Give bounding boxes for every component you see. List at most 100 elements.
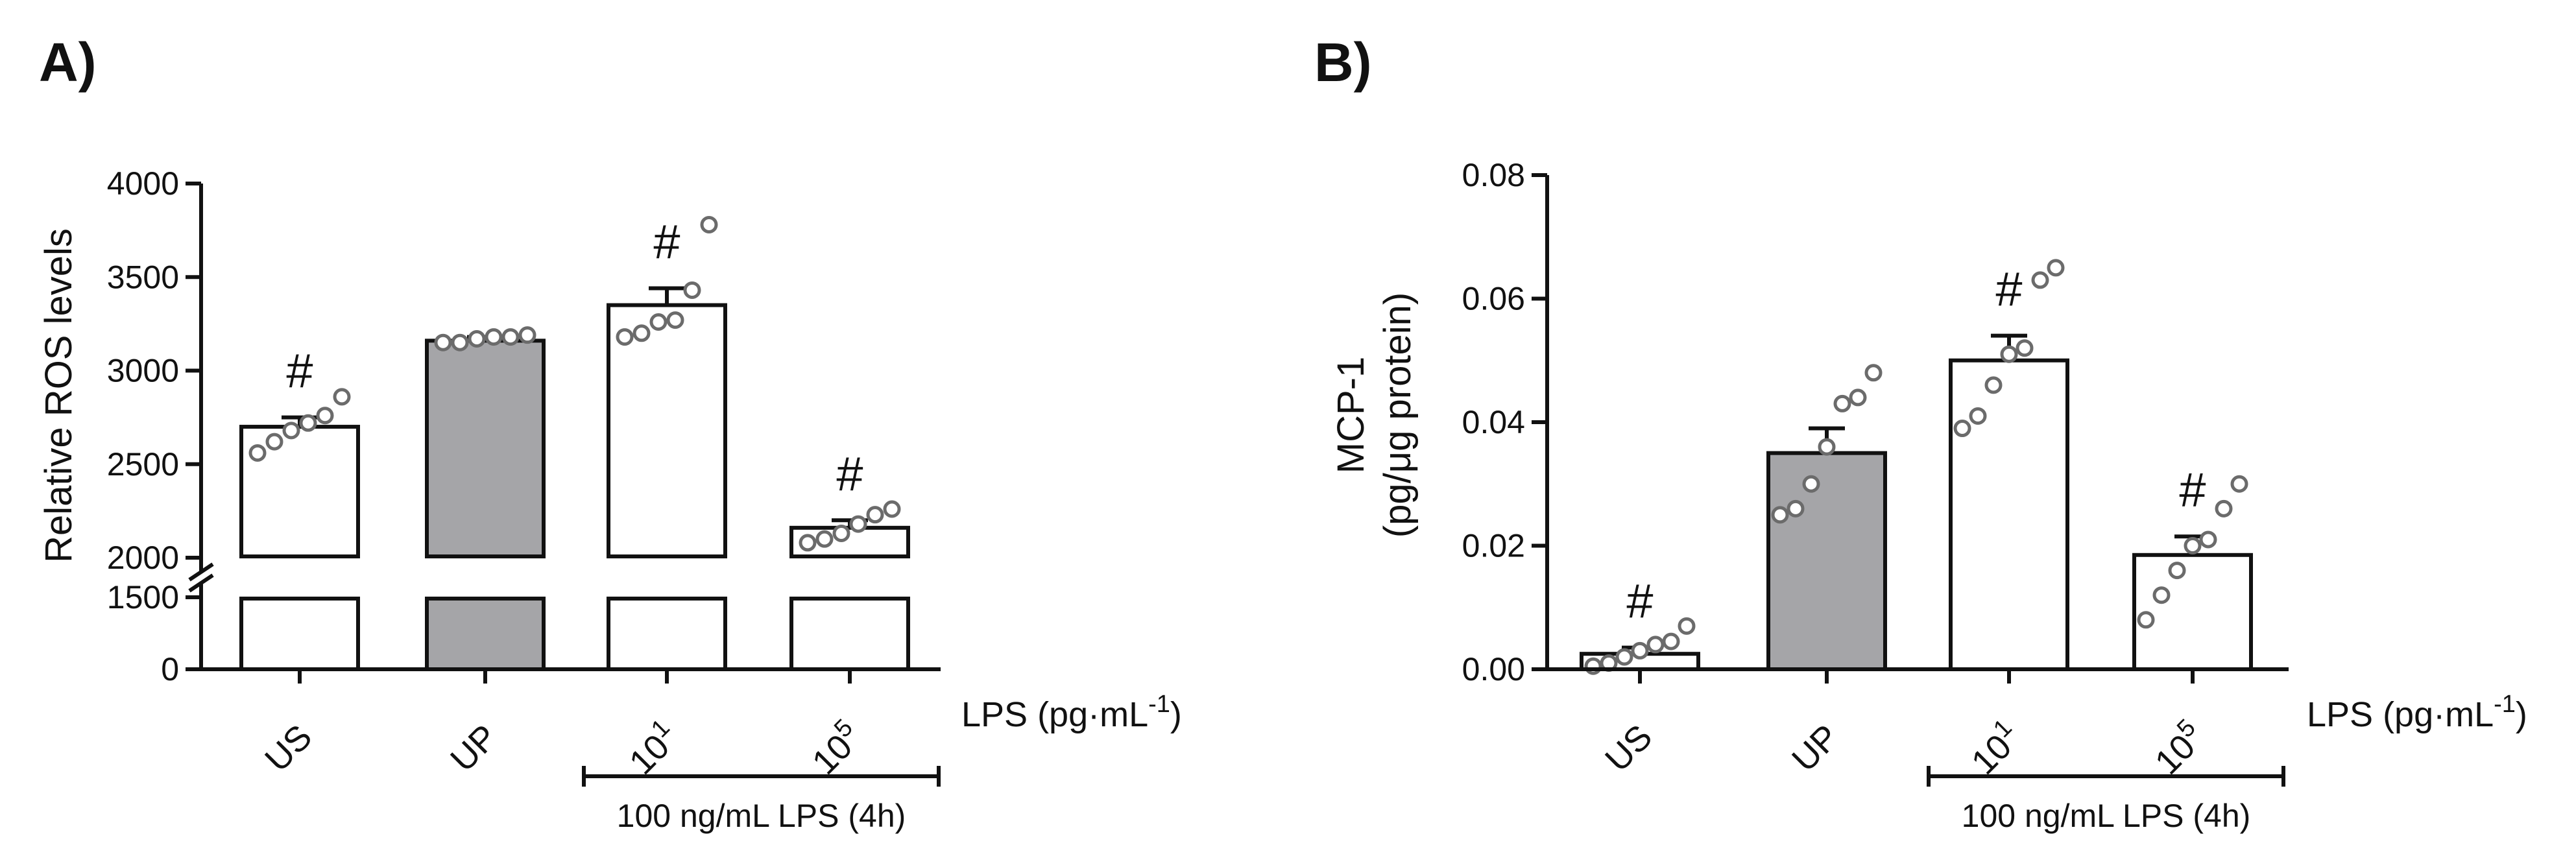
data-point <box>2199 530 2217 549</box>
panel-b-mcp1-chart: B) 0.00 0.02 0.04 0.06 0.08 MCP-1 (pg/μg protei… <box>1314 32 2527 834</box>
data-point <box>700 215 718 233</box>
data-point <box>299 414 317 432</box>
significance-marker: # <box>653 215 680 269</box>
data-point <box>1678 617 1696 635</box>
data-point <box>1771 506 1789 524</box>
significance-marker: # <box>1626 575 1653 628</box>
x-unit-close: ) <box>1170 695 1182 734</box>
bar <box>1766 451 1887 671</box>
x-axis: US UP 101 105 <box>201 667 941 782</box>
data-point <box>1849 388 1867 407</box>
axis-break-mark <box>188 573 214 593</box>
x-unit-label: LPS (pg·mL-1) <box>2307 691 2527 734</box>
bar <box>1949 358 2069 671</box>
data-point <box>265 433 283 451</box>
data-point <box>1646 636 1665 654</box>
data-point <box>666 311 684 329</box>
axis-break-mark <box>188 562 214 582</box>
data-point <box>451 333 469 351</box>
bracket-label: 100 ng/mL LPS (4h) <box>617 798 906 834</box>
y-axis: 0.00 0.02 0.04 0.06 0.08 <box>1462 157 1549 687</box>
y-axis-title: Relative ROS levels <box>38 228 80 563</box>
category-base: UP <box>443 717 505 779</box>
data-point <box>1615 648 1633 666</box>
data-point <box>1802 475 1820 493</box>
panel-label: B) <box>1314 32 1372 93</box>
data-point <box>2047 259 2065 277</box>
y-tick-label: 0.08 <box>1462 157 1525 193</box>
data-point <box>1969 407 1987 425</box>
bracket-label: 100 ng/mL LPS (4h) <box>1962 798 2251 834</box>
y-axis-title-line1: MCP-1 <box>1330 357 1372 473</box>
bar <box>425 339 546 559</box>
data-point <box>2168 562 2186 580</box>
x-unit-exponent: -1 <box>2494 691 2516 718</box>
x-unit-text: LPS (pg·mL <box>2307 695 2494 734</box>
x-category-label: 101 <box>619 714 687 782</box>
x-category-label: US <box>258 717 319 779</box>
data-point <box>866 506 884 524</box>
y-tick-label: 0.06 <box>1462 281 1525 317</box>
y-tick-label: 1500 <box>107 579 179 615</box>
bar-lower-segment <box>425 597 546 671</box>
data-point <box>815 530 834 548</box>
data-point <box>1984 376 2003 394</box>
bar <box>2132 553 2253 671</box>
y-tick-label: 0.02 <box>1462 528 1525 564</box>
data-point <box>1631 641 1649 660</box>
data-point <box>518 326 536 344</box>
data-point <box>2184 537 2202 554</box>
y-tick-label: 3000 <box>107 353 179 389</box>
data-point <box>1818 438 1836 456</box>
significance-marker: # <box>286 344 313 398</box>
data-point <box>434 333 452 351</box>
x-category-label: 101 <box>1961 714 2029 782</box>
data-point <box>649 313 668 331</box>
data-point <box>1787 499 1805 518</box>
panel-label: A) <box>39 32 97 93</box>
data-point <box>1833 394 1851 412</box>
x-category-label: UP <box>1785 717 1846 779</box>
treatment-bracket: 100 ng/mL LPS (4h) <box>1927 766 2285 834</box>
data-point <box>799 534 817 552</box>
data-point <box>2152 586 2171 604</box>
data-point <box>2230 475 2248 493</box>
data-point <box>2031 271 2049 289</box>
data-point <box>333 388 351 406</box>
y-axis-title-line2: (pg/μg protein) <box>1377 292 1419 538</box>
data-point <box>883 500 901 518</box>
y-tick-label: 2500 <box>107 446 179 482</box>
data-point <box>2000 345 2018 363</box>
x-unit-label: LPS (pg·mL-1) <box>961 691 1182 734</box>
data-point <box>832 524 850 542</box>
data-point <box>2016 339 2034 357</box>
y-tick-label: 2000 <box>107 540 179 576</box>
x-axis: US UP 101 105 <box>1547 667 2289 782</box>
bar-lower-segment <box>239 597 360 671</box>
data-point <box>849 515 867 533</box>
x-unit-close: ) <box>2516 695 2527 734</box>
data-point <box>501 328 520 346</box>
category-base: US <box>1598 717 1659 779</box>
data-point <box>1662 632 1680 650</box>
x-category-label: 105 <box>2145 714 2213 782</box>
x-category-label: 105 <box>802 714 870 782</box>
bar-lower-segment <box>789 597 910 671</box>
data-point <box>683 281 701 299</box>
data-point <box>485 328 503 346</box>
data-point <box>316 407 334 425</box>
data-point <box>468 329 486 348</box>
category-base: UP <box>1785 717 1846 779</box>
bars: # # # <box>1580 259 2253 675</box>
x-unit-text: LPS (pg·mL <box>961 695 1148 734</box>
y-tick-label: 3500 <box>107 259 179 295</box>
significance-marker: # <box>1995 263 2022 316</box>
bars: # # # <box>239 215 910 671</box>
significance-marker: # <box>836 447 863 501</box>
y-tick-label: 0.04 <box>1462 404 1525 440</box>
y-tick-label: 0.00 <box>1462 651 1525 687</box>
y-tick-label: 4000 <box>107 165 179 202</box>
y-tick-label: 0 <box>161 651 179 687</box>
